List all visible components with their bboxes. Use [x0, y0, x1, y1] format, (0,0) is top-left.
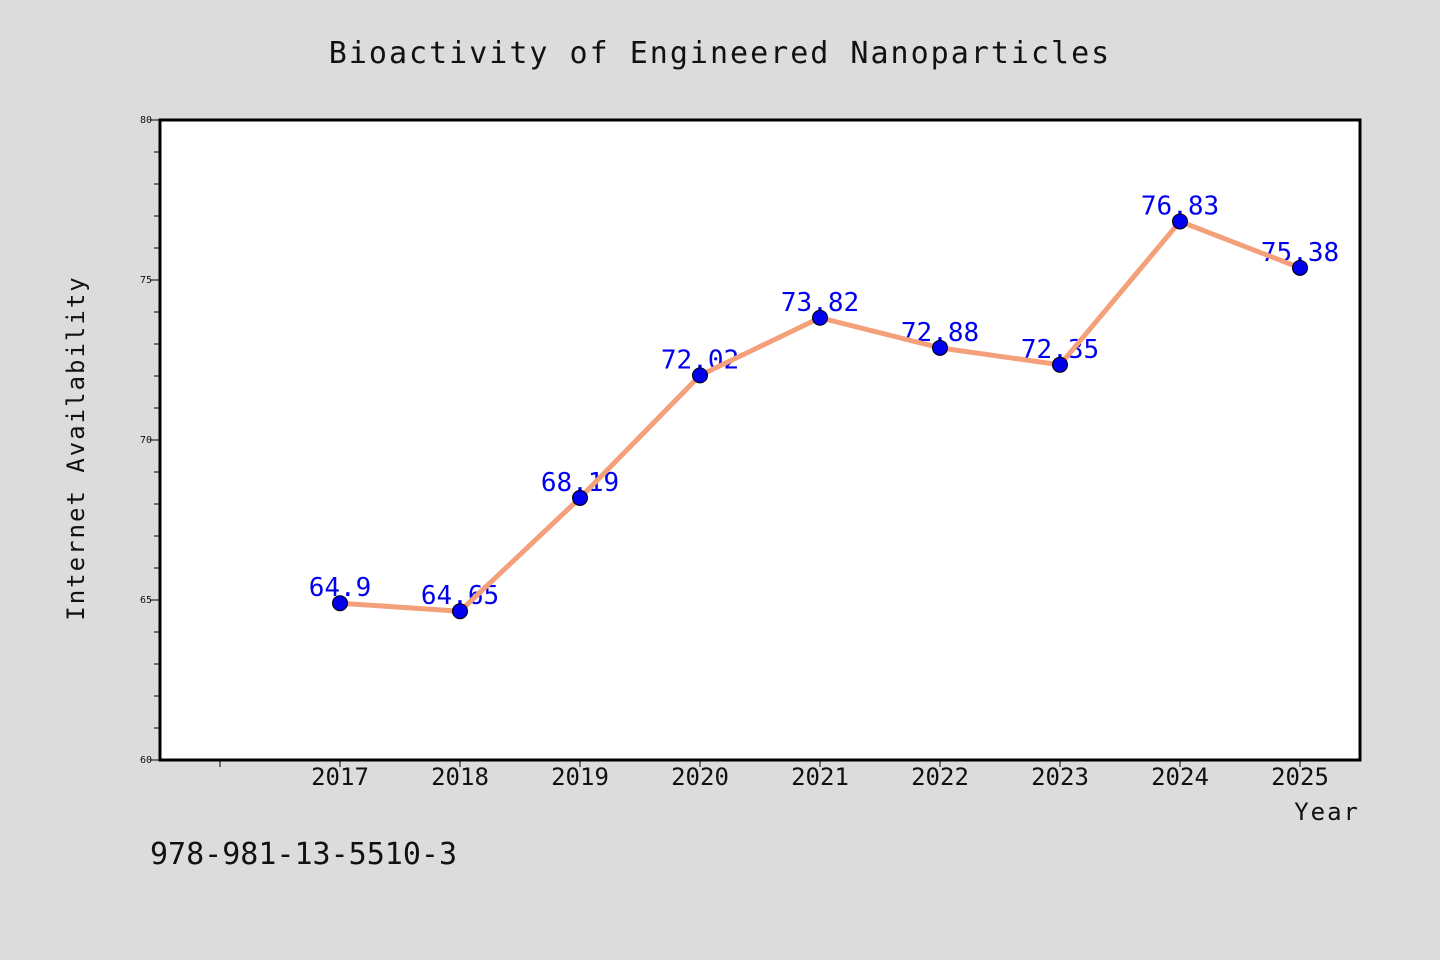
data-point [1292, 259, 1308, 276]
series-line-group [332, 213, 1308, 620]
data-point [1172, 213, 1188, 230]
plot-area-background [160, 120, 1360, 760]
chart-title: Bioactivity of Engineered Nanoparticles [329, 36, 1111, 71]
x-tick-label: 2017 [311, 763, 369, 791]
y-tick-label: 70 [140, 435, 152, 446]
x-tick-label: 2025 [1271, 763, 1329, 791]
plot-frame [158, 118, 1362, 762]
data-point [812, 309, 828, 326]
y-axis-label: Internet Availability [62, 275, 90, 620]
y-tick-label: 75 [140, 275, 152, 286]
x-tick-label: 2021 [791, 763, 849, 791]
x-tick-label: 2020 [671, 763, 729, 791]
data-point [1052, 356, 1068, 373]
y-tick-label: 60 [140, 755, 152, 766]
y-tick-label: 65 [140, 595, 152, 606]
isbn-footer: 978-981-13-5510-3 [150, 837, 457, 872]
x-axis-label: Year [1294, 798, 1360, 826]
x-tick-label: 2024 [1151, 763, 1209, 791]
x-tick-label: 2023 [1031, 763, 1089, 791]
data-point [332, 595, 348, 612]
x-tick-label: 2022 [911, 763, 969, 791]
data-point [452, 603, 468, 620]
x-tick-label: 2019 [551, 763, 609, 791]
axis-ticks: 60 65 70 75 80 2017 2018 2019 2020 2021 2022 2023 20… [140, 115, 1329, 791]
data-point [692, 367, 708, 384]
data-point [932, 339, 948, 356]
data-point [572, 489, 588, 506]
x-tick-label: 2018 [431, 763, 489, 791]
y-tick-label: 80 [140, 115, 152, 126]
